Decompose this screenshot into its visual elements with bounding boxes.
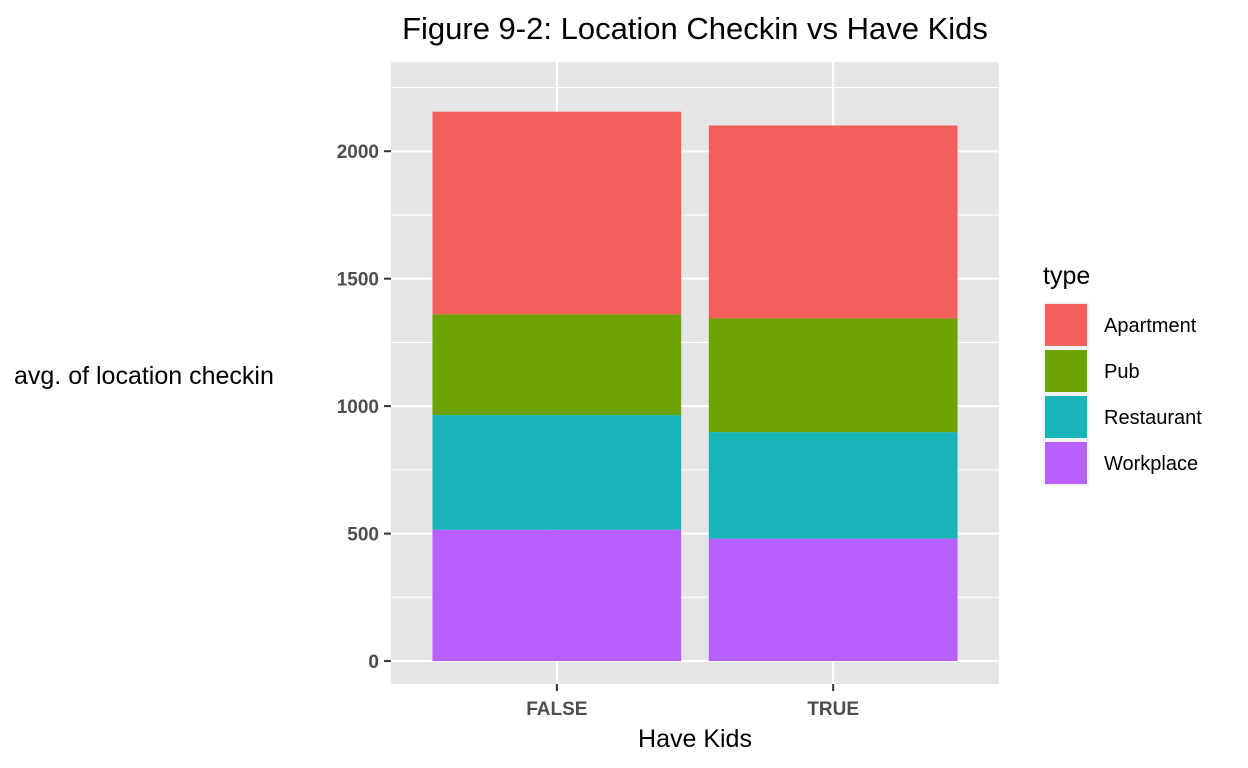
- legend-label-workplace: Workplace: [1104, 453, 1198, 475]
- bar-workplace-true: [708, 538, 958, 662]
- x-tick-label: FALSE: [526, 699, 587, 720]
- y-tick-label: 1500: [337, 270, 379, 291]
- legend-label-apartment: Apartment: [1104, 315, 1197, 337]
- bar-restaurant-true: [708, 432, 958, 539]
- x-tick-label: TRUE: [807, 699, 859, 720]
- bar-pub-true: [708, 318, 958, 433]
- x-axis: FALSE TRUE: [526, 684, 859, 720]
- y-tick-label: 1000: [337, 397, 379, 418]
- legend-swatch-restaurant: [1045, 396, 1087, 438]
- legend-swatch-workplace: [1045, 442, 1087, 484]
- legend-label-restaurant: Restaurant: [1104, 407, 1202, 429]
- legend: type Apartment Pub Restaurant Workplace: [1043, 262, 1202, 486]
- bars: [432, 111, 958, 662]
- y-axis-title: avg. of location checkin: [14, 362, 274, 390]
- chart-title: Figure 9-2: Location Checkin vs Have Kid…: [402, 11, 988, 46]
- y-tick-label: 0: [368, 652, 379, 673]
- y-axis: 0 500 1000 1500 2000: [337, 142, 391, 673]
- bar-workplace-false: [432, 529, 682, 662]
- bar-restaurant-false: [432, 415, 682, 530]
- bar-apartment-false: [432, 111, 682, 315]
- x-axis-title: Have Kids: [638, 725, 752, 753]
- y-tick-label: 500: [347, 525, 379, 546]
- y-tick-label: 2000: [337, 142, 379, 163]
- legend-items: Apartment Pub Restaurant Workplace: [1043, 302, 1202, 486]
- legend-title: type: [1043, 262, 1090, 290]
- bar-apartment-true: [708, 125, 958, 319]
- bar-pub-false: [432, 314, 682, 416]
- legend-swatch-pub: [1045, 350, 1087, 392]
- legend-swatch-apartment: [1045, 304, 1087, 346]
- legend-label-pub: Pub: [1104, 361, 1140, 383]
